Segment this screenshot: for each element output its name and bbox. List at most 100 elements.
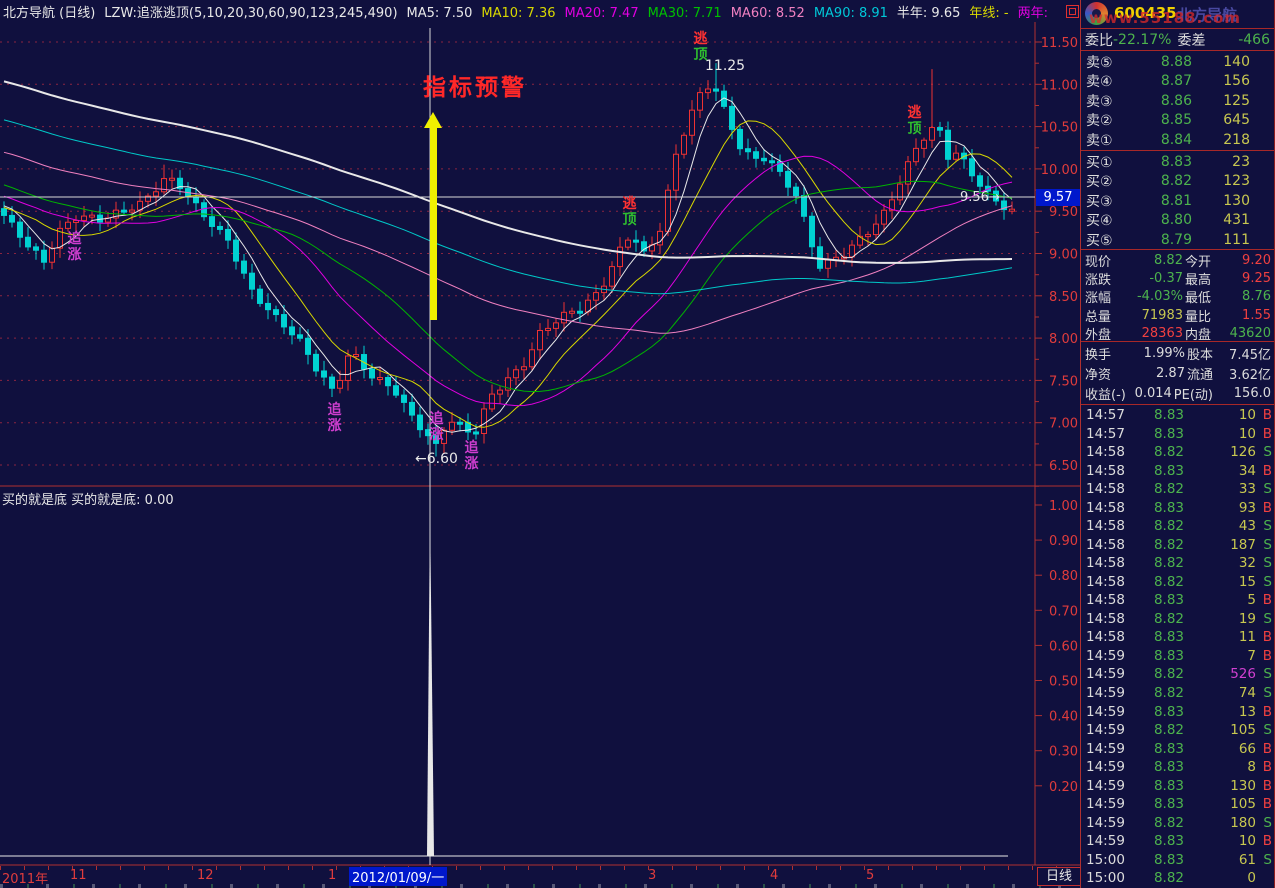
tick-row: 14:58 8.83 5 B: [1086, 592, 1272, 609]
level-volume: 111: [1223, 231, 1250, 248]
tick-row: 14:58 8.82 32 S: [1086, 555, 1272, 572]
tick-row: 15:00 8.82 0: [1086, 870, 1256, 887]
order-book-row[interactable]: 买① 8.83 23: [1081, 152, 1274, 171]
fundamental-stats: 换手 1.99% 股本 7.45亿 净资 2.87 流通 3.62亿 收益(-) 0.014 PE(…: [1081, 343, 1274, 403]
panel-divider: [1081, 50, 1274, 51]
panel-divider: [1081, 150, 1274, 151]
tick-row: 14:58 8.82 33 S: [1086, 481, 1272, 498]
svg-text:8.00: 8.00: [1049, 332, 1078, 347]
bid-levels[interactable]: 买① 8.83 23 买② 8.82 123 买③ 8.81 130 买④ 8.80 431 买⑤ 8.7…: [1081, 152, 1274, 249]
ma-item: 两年:: [1017, 5, 1048, 21]
tick-row: 14:58 8.83 34 B: [1086, 462, 1272, 479]
order-book-row[interactable]: 卖② 8.85 645: [1081, 110, 1274, 129]
order-imbalance-row: 委比 -22.17% 委差 -466: [1081, 31, 1274, 49]
level-price: 8.87: [1160, 73, 1192, 90]
svg-text:0.50: 0.50: [1049, 675, 1078, 690]
tick-row: 14:59 8.83 8 B: [1086, 759, 1272, 776]
panel-header: 600435 北方导航 www.55188.com: [1081, 0, 1274, 28]
ma-item: MA20: 7.47: [564, 5, 639, 21]
watermark-text: www.55188.com: [1089, 9, 1242, 27]
ma-item: MA90: 8.91: [813, 5, 888, 21]
tick-row: 14:58 8.82 126 S: [1086, 444, 1272, 461]
level-price: 8.84: [1160, 131, 1192, 148]
level-volume: 130: [1223, 192, 1250, 209]
level-volume: 431: [1223, 212, 1250, 229]
tick-row: 14:58 8.82 187 S: [1086, 536, 1272, 553]
level-label: 买③: [1086, 193, 1113, 210]
app-logo-icon: [1085, 2, 1108, 25]
ma-item: MA10: 7.36: [481, 5, 556, 21]
level-price: 8.83: [1160, 154, 1192, 170]
header-end-icon[interactable]: [1066, 4, 1079, 18]
weibi-value: -22.17%: [1113, 31, 1172, 48]
level-volume: 645: [1223, 112, 1250, 129]
level-label: 卖⑤: [1086, 55, 1113, 71]
svg-text:10.50: 10.50: [1041, 121, 1078, 136]
svg-text:0.30: 0.30: [1049, 745, 1078, 760]
svg-text:11.50: 11.50: [1041, 36, 1078, 51]
sub-indicator-value: 买的就是底: 0.00: [71, 493, 174, 508]
level-price: 8.86: [1160, 92, 1192, 109]
order-book-row[interactable]: 买② 8.82 123: [1081, 171, 1274, 190]
level-label: 卖③: [1086, 93, 1113, 110]
tick-row: 14:59 8.83 13 B: [1086, 703, 1272, 720]
svg-text:0.90: 0.90: [1049, 534, 1078, 549]
svg-text:6.50: 6.50: [1049, 459, 1078, 474]
tick-row: 14:59 8.82 105 S: [1086, 722, 1272, 739]
order-book-row[interactable]: 卖③ 8.86 125: [1081, 91, 1274, 110]
svg-text:0.70: 0.70: [1049, 604, 1078, 619]
svg-text:7.00: 7.00: [1049, 417, 1078, 432]
svg-text:8.50: 8.50: [1049, 290, 1078, 305]
stock-title: 北方导航 (日线): [3, 5, 96, 21]
level-volume: 125: [1223, 92, 1250, 109]
ma-values: MA5: 7.50 MA10: 7.36 MA20: 7.47 MA30: 7.71 M…: [407, 2, 1057, 21]
level-label: 买①: [1086, 155, 1113, 171]
order-book-row[interactable]: 买④ 8.80 431: [1081, 210, 1274, 229]
weibi-label: 委比: [1085, 32, 1113, 49]
sub-indicator-label: 买的就是底 买的就是底: 0.00: [2, 489, 174, 508]
level-label: 卖①: [1086, 132, 1113, 149]
ma-item: 半年: 9.65: [896, 5, 961, 21]
quote-stats: 现价 8.82 今开 9.20 涨跌 -0.37 最高 9.25 涨幅 -4.03% 最低 8.76 总…: [1081, 251, 1274, 343]
tick-row: 14:59 8.83 66 B: [1086, 740, 1272, 757]
tick-row: 14:59 8.83 130 B: [1086, 777, 1272, 794]
time-axis-label: 11: [70, 868, 87, 883]
svg-text:9.50: 9.50: [1049, 205, 1078, 220]
level-price: 8.85: [1160, 112, 1192, 129]
panel-divider: [1081, 249, 1274, 250]
order-book-row[interactable]: 买⑤ 8.79 111: [1081, 230, 1274, 249]
level-price: 8.88: [1160, 54, 1192, 70]
quote-row: 外盘 28363 内盘 43620: [1085, 325, 1271, 343]
tick-row: 15:00 8.83 61 S: [1086, 851, 1272, 868]
quote-row: 涨跌 -0.37 最高 9.25: [1085, 271, 1271, 289]
sub-indicator-name: 买的就是底: [2, 493, 68, 508]
svg-text:0.20: 0.20: [1049, 780, 1078, 795]
tick-row: 14:59 8.83 105 B: [1086, 796, 1272, 813]
time-sales-list[interactable]: 14:57 8.83 10 B 14:57 8.83 10 B 14:58 8.82 126 S 14:…: [1081, 406, 1274, 888]
tick-row: 14:58 8.82 43 S: [1086, 518, 1272, 535]
svg-text:10.00: 10.00: [1041, 163, 1078, 178]
ask-levels[interactable]: 卖⑤ 8.88 140 卖④ 8.87 156 卖③ 8.86 125 卖② 8.85 645 卖① 8.…: [1081, 52, 1274, 149]
last-price-tag: 9.56→: [960, 190, 1000, 205]
order-book-row[interactable]: 买③ 8.81 130: [1081, 191, 1274, 210]
level-volume: 140: [1223, 54, 1250, 70]
panel-divider: [1081, 28, 1274, 29]
ma-item: MA5: 7.50: [406, 5, 473, 21]
order-book-row[interactable]: 卖④ 8.87 156: [1081, 71, 1274, 90]
chart-area[interactable]: 11.50 11.00 10.50 10.00 9.50 9.00 8.50 8.00 7.50…: [0, 22, 1080, 866]
svg-text:7.50: 7.50: [1049, 374, 1078, 389]
time-axis-label: 2011年: [2, 872, 49, 887]
level-label: 卖④: [1086, 74, 1113, 91]
time-axis-label: 4: [770, 868, 779, 883]
order-book-row[interactable]: 卖⑤ 8.88 140: [1081, 52, 1274, 71]
tick-row: 14:59 8.83 10 B: [1086, 833, 1272, 850]
tick-row: 14:59 8.82 74 S: [1086, 684, 1272, 701]
level-label: 买⑤: [1086, 232, 1113, 249]
order-book-row[interactable]: 卖① 8.84 218: [1081, 130, 1274, 149]
level-label: 买②: [1086, 174, 1113, 191]
indicator-formula: LZW:追涨逃顶(5,10,20,30,60,90,123,245,490): [104, 5, 398, 21]
panel-divider: [1081, 404, 1274, 405]
price-chart[interactable]: 11.50 11.00 10.50 10.00 9.50 9.00 8.50 8.00 7.50…: [0, 22, 1080, 866]
period-selector[interactable]: 日线: [1037, 867, 1081, 886]
svg-text:9.00: 9.00: [1049, 248, 1078, 263]
